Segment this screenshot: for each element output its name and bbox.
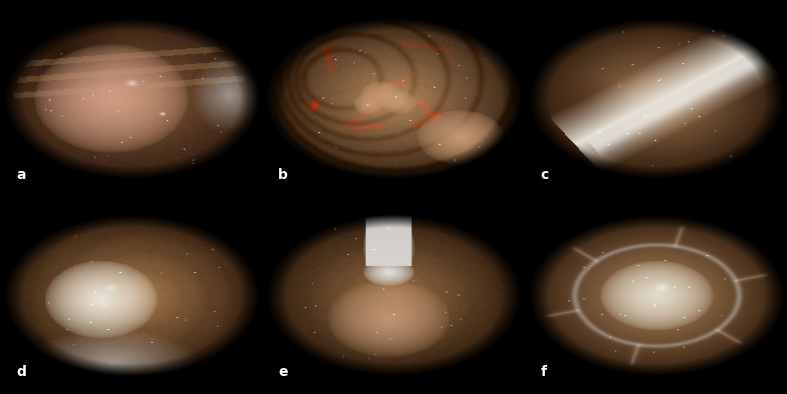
Text: e: e xyxy=(279,365,288,379)
Text: c: c xyxy=(541,168,549,182)
Text: f: f xyxy=(541,365,547,379)
Text: d: d xyxy=(16,365,26,379)
Text: b: b xyxy=(279,168,288,182)
Text: a: a xyxy=(16,168,25,182)
